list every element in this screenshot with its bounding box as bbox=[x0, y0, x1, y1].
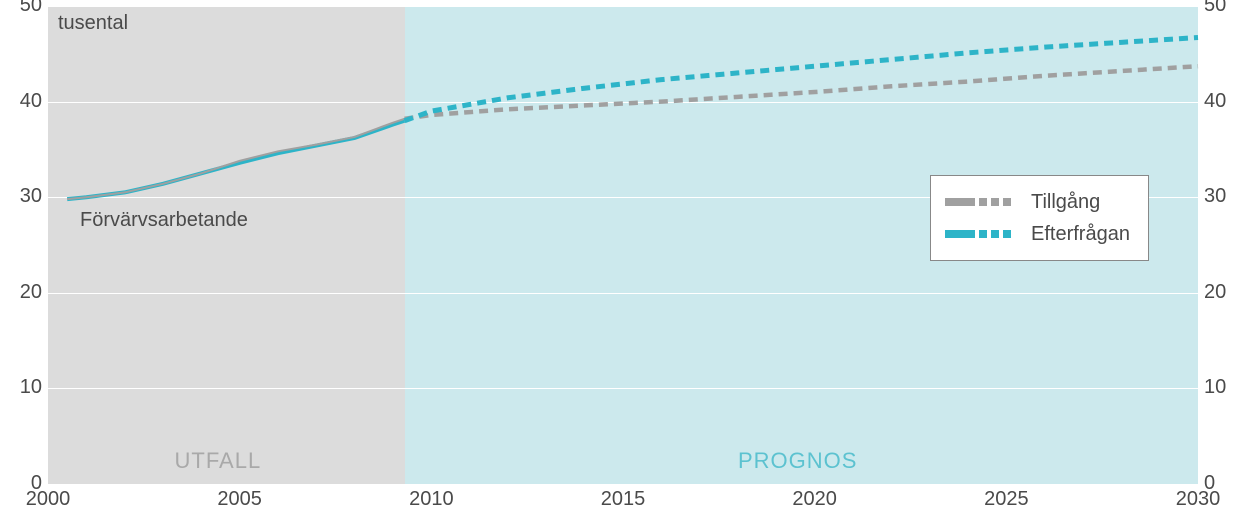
region-label-utfall: UTFALL bbox=[175, 448, 262, 474]
y-tick-left: 10 bbox=[2, 376, 42, 399]
x-tick: 2005 bbox=[210, 488, 270, 511]
x-tick: 2000 bbox=[18, 488, 78, 511]
y-tick-left: 30 bbox=[2, 185, 42, 208]
line-tillgang bbox=[405, 66, 1199, 119]
y-tick-left: 20 bbox=[2, 281, 42, 304]
x-tick: 2010 bbox=[401, 488, 461, 511]
line-forvarvsarbetande bbox=[67, 121, 404, 199]
region-label-prognos: PROGNOS bbox=[738, 448, 857, 474]
y-tick-right: 40 bbox=[1204, 90, 1242, 113]
chart-container: tusental Förvärvsarbetande UTFALL PROGNO… bbox=[0, 0, 1242, 519]
x-tick: 2020 bbox=[785, 488, 845, 511]
gridline bbox=[48, 484, 1198, 485]
x-tick: 2015 bbox=[593, 488, 653, 511]
unit-label: tusental bbox=[58, 12, 128, 35]
y-tick-left: 50 bbox=[2, 0, 42, 17]
y-tick-left: 40 bbox=[2, 90, 42, 113]
y-tick-right: 30 bbox=[1204, 185, 1242, 208]
line-forvarvs-gray bbox=[67, 119, 404, 199]
y-tick-right: 50 bbox=[1204, 0, 1242, 17]
x-tick: 2025 bbox=[976, 488, 1036, 511]
x-tick: 2030 bbox=[1168, 488, 1228, 511]
y-tick-right: 10 bbox=[1204, 376, 1242, 399]
legend-label: Efterfrågan bbox=[1031, 223, 1130, 246]
plot-area: tusental Förvärvsarbetande UTFALL PROGNO… bbox=[48, 6, 1198, 484]
line-efterfragan bbox=[405, 38, 1199, 121]
legend: Tillgång Efterfrågan bbox=[930, 175, 1149, 261]
legend-item-tillgang: Tillgång bbox=[945, 186, 1130, 218]
legend-item-efterfragan: Efterfrågan bbox=[945, 218, 1130, 250]
legend-label: Tillgång bbox=[1031, 191, 1100, 214]
series-label: Förvärvsarbetande bbox=[80, 209, 248, 232]
y-tick-right: 20 bbox=[1204, 281, 1242, 304]
